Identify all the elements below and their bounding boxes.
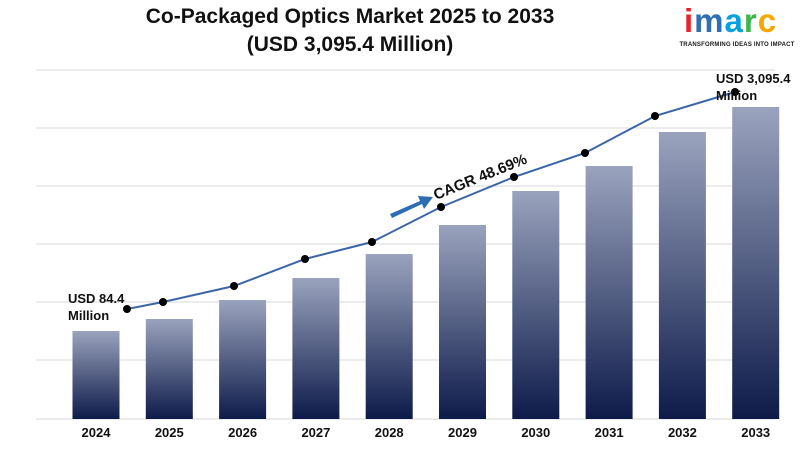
trend-marker-2028	[368, 238, 376, 246]
x-tick-label: 2026	[228, 425, 257, 440]
logo-tagline: TRANSFORMING IDEAS INTO IMPACT	[679, 42, 795, 48]
bar-2030	[512, 191, 560, 419]
trend-marker-2030	[510, 173, 518, 181]
trend-marker-2031	[581, 149, 589, 157]
bar-2033	[732, 107, 780, 419]
arrow-icon	[390, 196, 433, 218]
x-tick-label: 2031	[595, 425, 624, 440]
bar-2029	[439, 225, 486, 419]
x-tick-label: 2025	[155, 425, 184, 440]
cagr-annotation: CAGR 48.69%	[390, 151, 529, 218]
bar-2032	[658, 132, 706, 419]
chart-subtitle: (USD 3,095.4 Million)	[246, 33, 454, 56]
x-tick-label: 2032	[668, 425, 697, 440]
trend-marker-2029	[437, 203, 445, 211]
trend-marker-2024	[123, 305, 131, 313]
trend-marker-2032	[651, 112, 659, 120]
bar-2027	[292, 278, 340, 419]
bar-2028	[365, 254, 413, 419]
x-tick-label: 2029	[448, 425, 477, 440]
end-value-unit: Million	[716, 88, 757, 103]
trend-line	[126, 91, 736, 310]
bar-2024	[72, 331, 120, 419]
x-tick-label: 2033	[741, 425, 770, 440]
trend-marker-2025	[159, 298, 167, 306]
trend-marker-2033	[731, 88, 739, 96]
end-value-label: USD 3,095.4	[716, 71, 791, 86]
x-tick-label: 2024	[82, 425, 112, 440]
trend-marker-2026	[230, 282, 238, 290]
bar-2025	[145, 319, 193, 419]
imarc-logo: imarc TRANSFORMING IDEAS INTO IMPACT	[678, 2, 796, 52]
bar-2026	[219, 300, 267, 419]
x-tick-label: 2027	[301, 425, 330, 440]
logo-wordmark: imarc	[684, 2, 778, 39]
start-value-unit: Million	[68, 308, 109, 323]
x-tick-label: 2030	[521, 425, 550, 440]
start-value-label: USD 84.4	[68, 291, 125, 306]
chart-title: Co-Packaged Optics Market 2025 to 2033	[145, 5, 555, 28]
trend-marker-2027	[301, 255, 309, 263]
bar-2031	[585, 166, 633, 419]
x-tick-label: 2028	[375, 425, 404, 440]
